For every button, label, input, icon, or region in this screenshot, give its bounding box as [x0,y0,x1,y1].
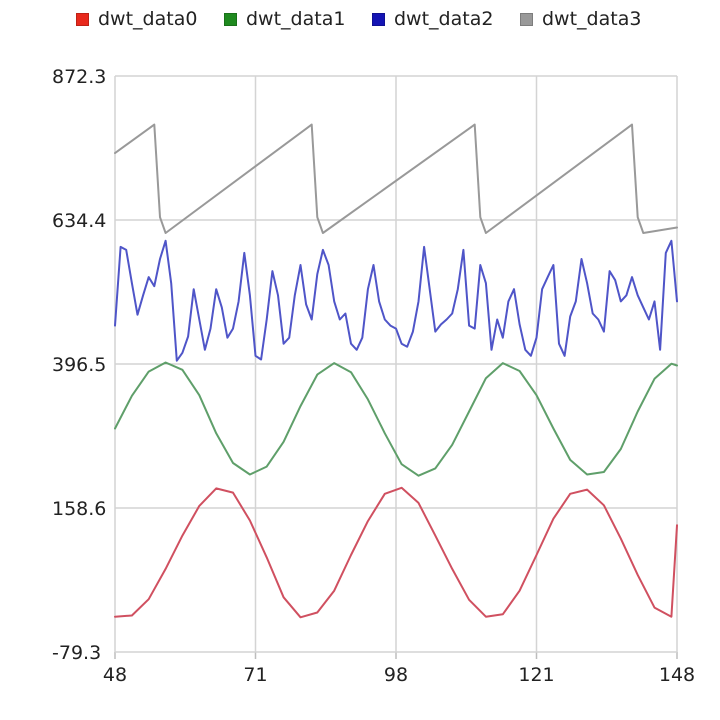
y-tick-label: -79.3 [52,642,101,664]
y-tick-label: 396.5 [52,354,106,376]
series-line-dwt_data2 [114,239,678,362]
legend-swatch [76,12,89,26]
series-line-dwt_data0 [114,486,678,619]
chart-legend: dwt_data0 dwt_data1 dwt_data2 dwt_data3 [0,8,720,38]
legend-swatch [224,12,237,26]
axis-labels: 48 71 98 121 148 872.3 634.4 396.5 158.6 -79.3 [52,66,695,686]
legend-swatch [372,12,385,26]
legend-swatch [520,12,533,26]
x-tick-label: 48 [103,664,127,686]
y-tick-label: 158.6 [52,498,106,520]
y-tick-label: 634.4 [52,210,106,232]
legend-label: dwt_data3 [542,8,642,30]
legend-item[interactable]: dwt_data0 [76,8,197,30]
series-line-dwt_data3 [114,123,678,234]
legend-label: dwt_data2 [394,8,494,30]
legend-item[interactable]: dwt_data3 [520,8,641,30]
x-tick-label: 148 [659,664,695,686]
series-line-dwt_data1 [114,361,678,477]
legend-item[interactable]: dwt_data1 [224,8,345,30]
x-tick-label: 98 [384,664,408,686]
grid [114,75,678,659]
legend-label: dwt_data1 [246,8,346,30]
y-tick-label: 872.3 [52,66,106,88]
legend-label: dwt_data0 [98,8,198,30]
series-layer [114,123,678,619]
legend-item[interactable]: dwt_data2 [372,8,493,30]
x-tick-label: 71 [243,664,267,686]
x-tick-label: 121 [518,664,554,686]
